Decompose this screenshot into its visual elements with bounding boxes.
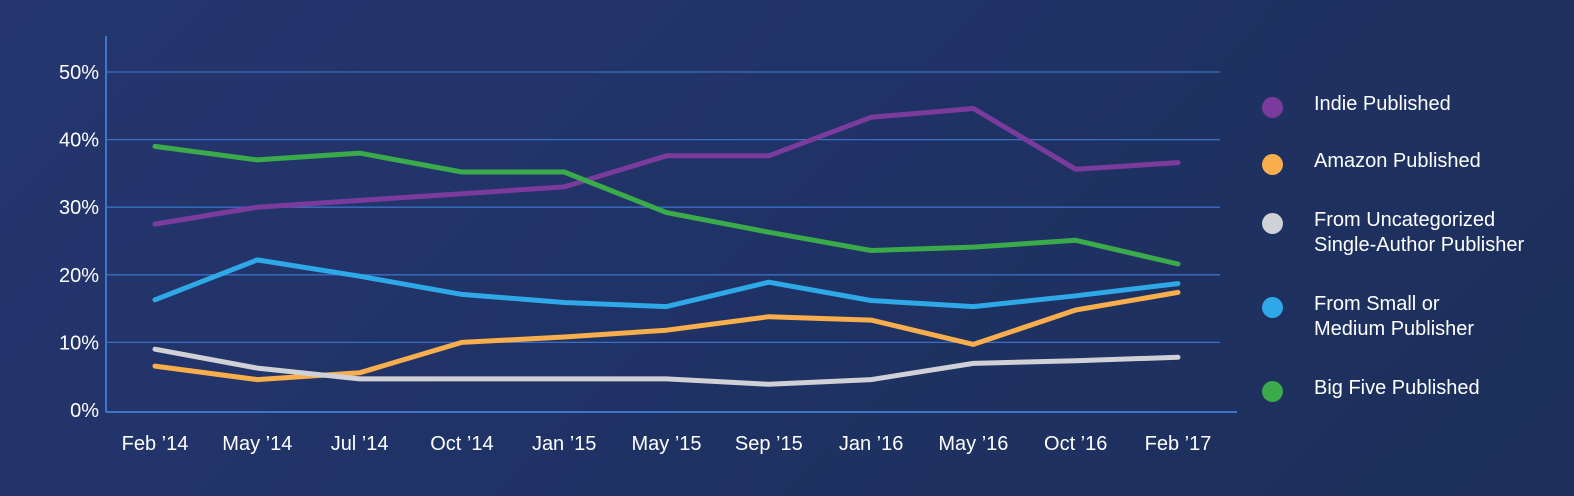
series-line-2 (152, 346, 1181, 387)
x-tick-label: May ’15 (631, 433, 701, 455)
x-tick-label: May ’16 (938, 433, 1008, 455)
legend-label: From Uncategorized Single-Author Publishe… (1314, 208, 1524, 258)
legend-item: From Small or Medium Publisher (1262, 292, 1474, 342)
series-line-3 (152, 257, 1181, 310)
x-tick-label: Oct ’14 (430, 433, 493, 455)
x-tick-label: Feb ’17 (1145, 433, 1212, 455)
legend-item: From Uncategorized Single-Author Publishe… (1262, 208, 1524, 258)
x-tick-label: Jul ’14 (331, 433, 389, 455)
x-tick-label: Sep ’15 (735, 433, 803, 455)
legend-swatch (1262, 97, 1283, 118)
y-tick-label: 50% (59, 62, 99, 84)
x-tick-label: Jan ’15 (532, 433, 597, 455)
x-tick-labels: Feb ’14 May ’14 Jul ’14 Oct ’14 Jan ’15 May ’… (122, 433, 1212, 455)
series-lines (152, 106, 1181, 387)
axes (105, 36, 1237, 413)
y-tick-label: 0% (70, 400, 99, 422)
legend-label-line: From Uncategorized (1314, 209, 1496, 231)
legend-label-line: Single-Author Publisher (1314, 234, 1525, 256)
x-tick-label: Oct ’16 (1044, 433, 1107, 455)
legend-swatch (1262, 297, 1283, 318)
series-line-0 (152, 106, 1181, 227)
y-tick-label: 30% (59, 197, 99, 219)
y-tick-labels: 0% 10% 20% 30% 40% 50% (59, 62, 99, 422)
legend-swatch (1262, 154, 1283, 175)
legend-label: From Small or Medium Publisher (1314, 292, 1474, 342)
legend-item: Indie Published (1262, 92, 1451, 118)
legend-swatch (1262, 213, 1283, 234)
legend-label: Indie Published (1314, 93, 1451, 115)
x-tick-label: May ’14 (222, 433, 292, 455)
legend-label: Amazon Published (1314, 150, 1481, 172)
legend-label-line: Medium Publisher (1314, 318, 1475, 340)
legend-swatch (1262, 381, 1283, 402)
legend-item: Amazon Published (1262, 149, 1481, 175)
y-tick-label: 20% (59, 265, 99, 287)
y-tick-label: 10% (59, 332, 99, 354)
series-line-4 (152, 143, 1181, 267)
legend-item: Big Five Published (1262, 376, 1480, 402)
legend-label: Big Five Published (1314, 377, 1480, 399)
legend-label-line: From Small or (1314, 293, 1440, 315)
x-tick-label: Jan ’16 (839, 433, 904, 455)
y-tick-label: 40% (59, 130, 99, 152)
x-tick-label: Feb ’14 (122, 433, 189, 455)
